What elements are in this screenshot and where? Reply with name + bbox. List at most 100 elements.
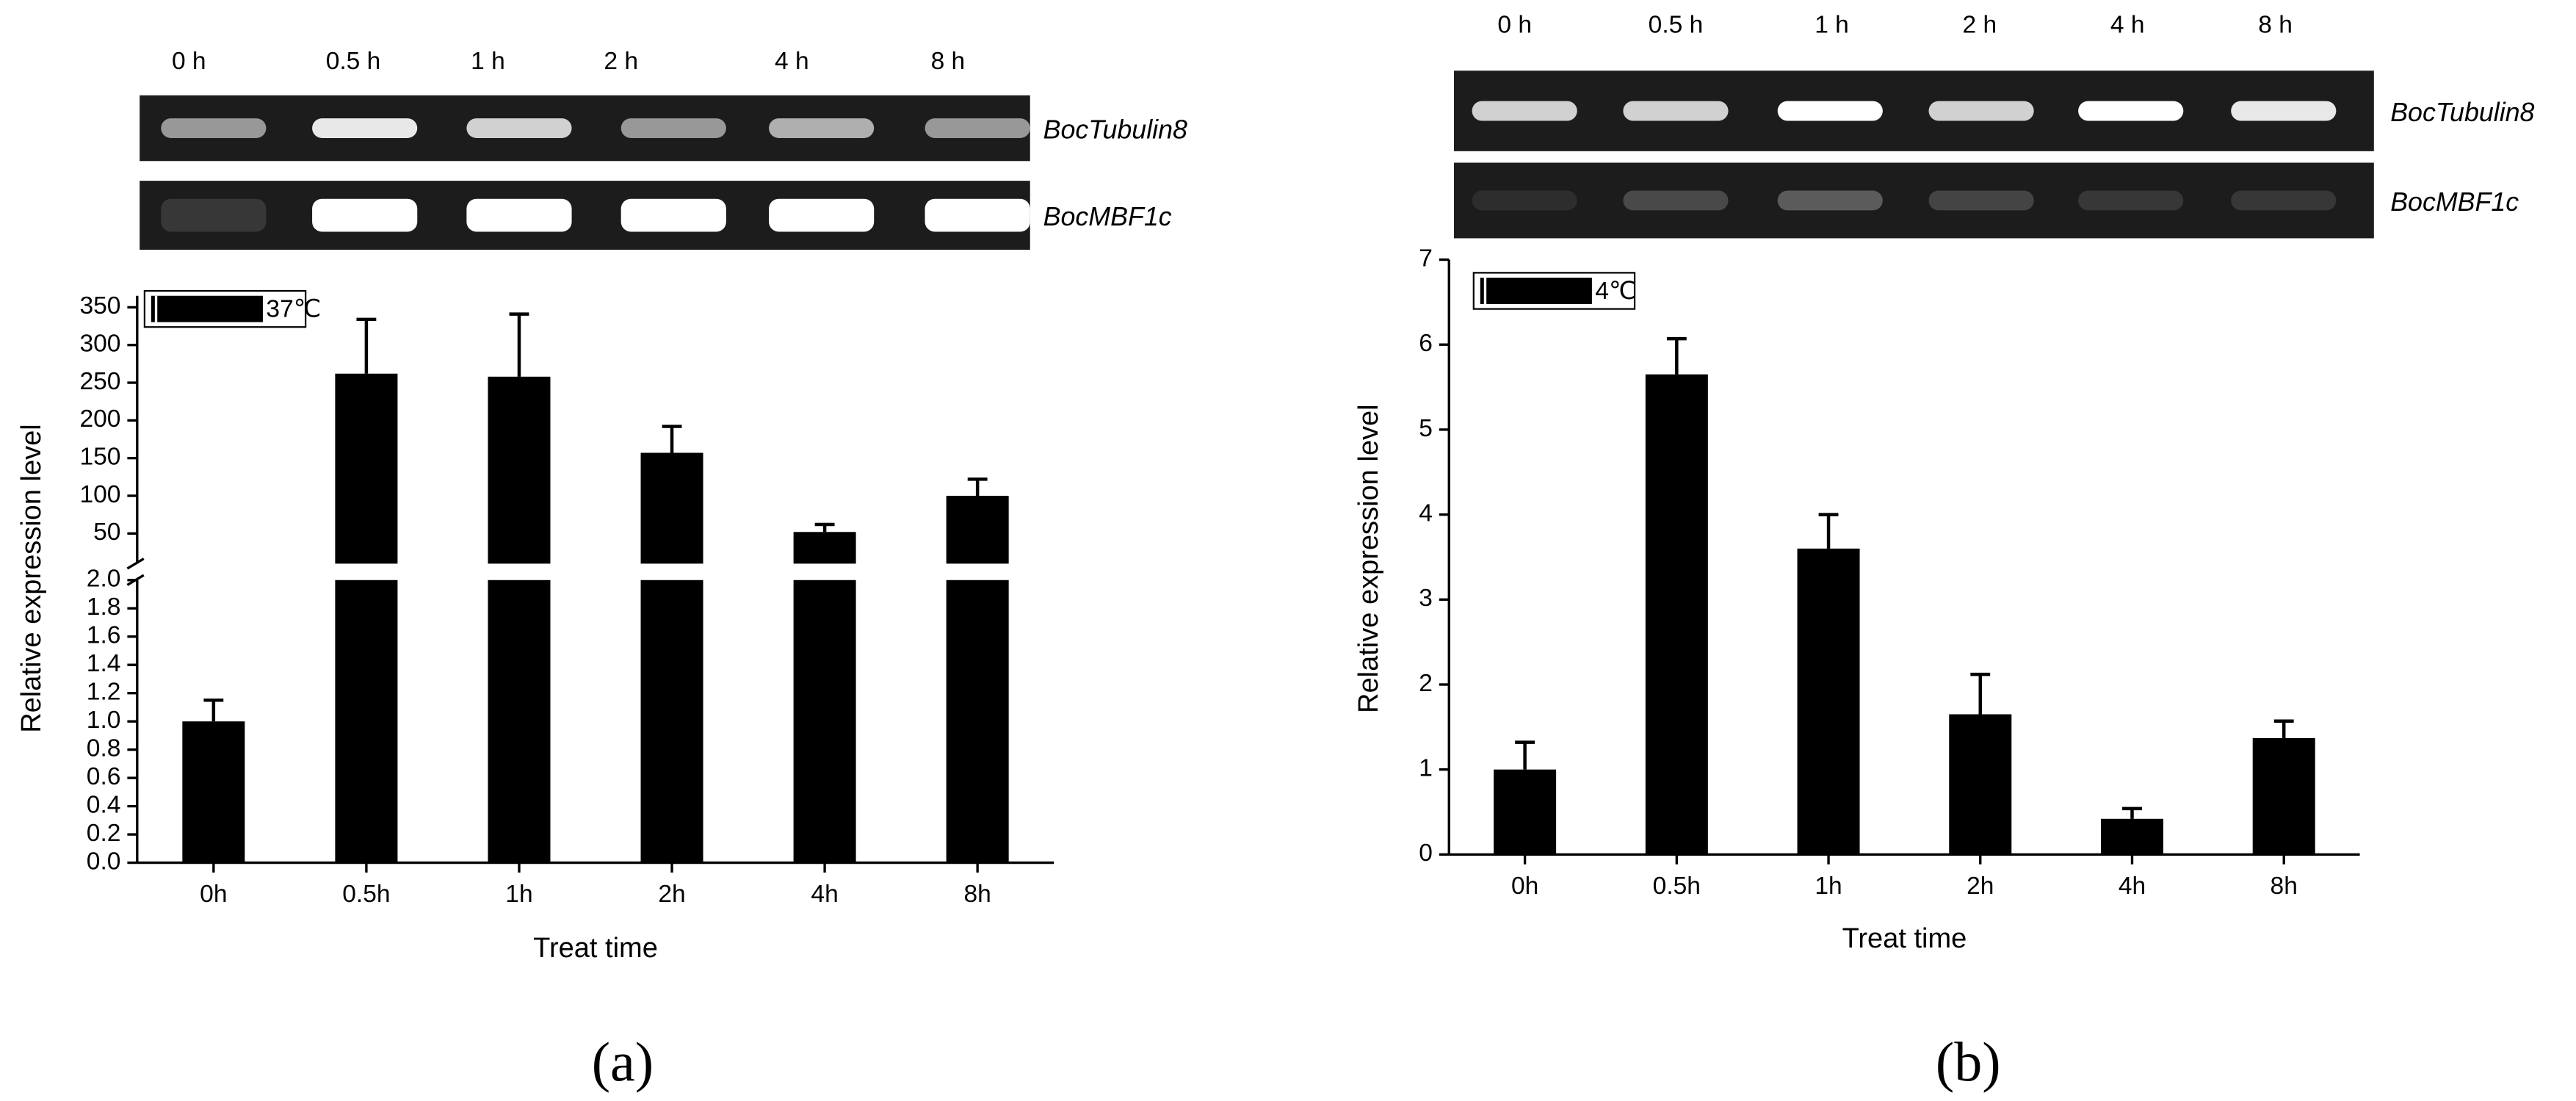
panel: BocTubulin8 BocMBF1c 0 h 0.5 h 1 h 2 h 4 h 8 h 0… bbox=[16, 48, 1187, 1094]
bar bbox=[793, 580, 856, 863]
gel-band bbox=[466, 198, 572, 232]
y-tick-label: 0.2 bbox=[87, 820, 121, 847]
panel-label: (b) bbox=[1936, 1032, 2001, 1094]
bar bbox=[946, 496, 1009, 564]
y-tick-label: 0.4 bbox=[87, 791, 121, 818]
panel-label: (a) bbox=[592, 1032, 654, 1094]
gel-band bbox=[312, 118, 418, 138]
x-tick-label: 0.5h bbox=[342, 881, 390, 908]
lane-label: 0 h bbox=[172, 48, 206, 75]
lane-label: 0.5 h bbox=[1649, 12, 1704, 39]
y-tick-label: 6 bbox=[1419, 330, 1433, 357]
x-tick-label: 1h bbox=[505, 881, 532, 908]
lane-label: 4 h bbox=[775, 48, 809, 75]
gel-strip bbox=[1453, 71, 2374, 151]
y-tick-label: 1.2 bbox=[87, 679, 121, 706]
gel-band bbox=[769, 118, 875, 138]
bar bbox=[488, 580, 551, 863]
gene-label: BocMBF1c bbox=[2390, 187, 2519, 217]
y-tick-label: 2 bbox=[1419, 670, 1433, 697]
gel-band bbox=[1623, 101, 1729, 121]
y-tick-label: 0 bbox=[1419, 840, 1433, 867]
gel-strip bbox=[140, 95, 1030, 162]
y-tick-label: 1.4 bbox=[87, 650, 121, 677]
gel-band bbox=[312, 198, 418, 232]
lane-label: 8 h bbox=[931, 48, 966, 75]
lane-label: 1 h bbox=[471, 48, 505, 75]
x-tick-label: 1h bbox=[1815, 873, 1842, 900]
x-tick-label: 0.5h bbox=[1653, 873, 1701, 900]
gel-band bbox=[1928, 101, 2034, 121]
gel-band bbox=[925, 198, 1030, 232]
y-tick-label: 250 bbox=[79, 368, 120, 395]
x-axis-title: Treat time bbox=[533, 933, 658, 964]
lane-label: 8 h bbox=[2258, 12, 2293, 39]
bar bbox=[335, 580, 398, 863]
y-tick-label: 200 bbox=[79, 405, 120, 433]
x-tick-label: 8h bbox=[963, 881, 991, 908]
lane-label: 4 h bbox=[2110, 12, 2145, 39]
legend-swatch bbox=[151, 295, 263, 322]
lane-label: 1 h bbox=[1815, 12, 1849, 39]
gel-strip bbox=[1453, 162, 2374, 239]
y-tick-label: 1.6 bbox=[87, 622, 121, 649]
y-tick-label: 1.8 bbox=[87, 593, 121, 621]
lane-label: 0 h bbox=[1497, 12, 1532, 39]
gel-band bbox=[2078, 190, 2184, 211]
gel-band bbox=[1472, 101, 1577, 121]
break-mark bbox=[126, 557, 145, 570]
legend-label: 4℃ bbox=[1595, 278, 1636, 305]
y-tick-label: 7 bbox=[1419, 245, 1433, 272]
y-tick-label: 1 bbox=[1419, 755, 1433, 782]
axis-break bbox=[170, 565, 1054, 579]
y-tick-label: 3 bbox=[1419, 585, 1433, 612]
gel-strip bbox=[140, 181, 1030, 250]
y-tick-label: 100 bbox=[79, 481, 120, 508]
bar bbox=[2100, 818, 2164, 855]
bar bbox=[946, 580, 1009, 863]
lane-label: 2 h bbox=[604, 48, 638, 75]
legend-label: 37℃ bbox=[266, 296, 321, 323]
panel: BocTubulin8 BocMBF1c 0 h 0.5 h 1 h 2 h 4 h 8 h 0… bbox=[1353, 12, 2535, 1094]
lane-label: 2 h bbox=[1963, 12, 1997, 39]
gel-band bbox=[161, 198, 267, 232]
gel-band bbox=[2231, 190, 2337, 211]
bar bbox=[1645, 374, 1708, 855]
bar bbox=[640, 452, 703, 564]
gel-band bbox=[2231, 101, 2337, 121]
y-tick-label: 1.0 bbox=[87, 707, 121, 734]
y-axis-title: Relative expression level bbox=[1353, 404, 1384, 713]
bar bbox=[2252, 737, 2315, 855]
gel-band bbox=[621, 198, 726, 232]
y-tick-label: 2.0 bbox=[87, 566, 121, 593]
y-tick-label: 0.6 bbox=[87, 763, 121, 790]
gel-band bbox=[769, 198, 875, 232]
x-tick-label: 0h bbox=[200, 881, 227, 908]
x-axis-title: Treat time bbox=[1842, 923, 1967, 954]
gel-band bbox=[1623, 190, 1729, 211]
y-tick-label: 4 bbox=[1419, 499, 1433, 527]
bar bbox=[1494, 769, 1557, 855]
y-axis-title: Relative expression level bbox=[16, 424, 47, 733]
y-tick-label: 0.8 bbox=[87, 735, 121, 762]
gel-band bbox=[161, 118, 267, 138]
y-tick-label: 0.0 bbox=[87, 848, 121, 875]
gene-label: BocTubulin8 bbox=[2390, 98, 2534, 127]
bar bbox=[182, 721, 245, 863]
bar bbox=[1949, 714, 2012, 855]
gene-label: BocMBF1c bbox=[1043, 202, 1172, 231]
gel-band bbox=[466, 118, 572, 138]
bar bbox=[640, 580, 703, 863]
gel-band bbox=[925, 118, 1030, 138]
gel-band bbox=[2078, 101, 2184, 121]
x-tick-label: 2h bbox=[1967, 873, 1994, 900]
y-tick-label: 150 bbox=[79, 444, 120, 471]
gel-band bbox=[1777, 101, 1883, 121]
gel-band bbox=[1928, 190, 2034, 211]
y-tick-label: 50 bbox=[93, 519, 120, 546]
x-tick-label: 4h bbox=[811, 881, 838, 908]
y-tick-label: 350 bbox=[79, 292, 120, 320]
gel-band bbox=[1472, 190, 1577, 211]
gel-band bbox=[1777, 190, 1883, 211]
